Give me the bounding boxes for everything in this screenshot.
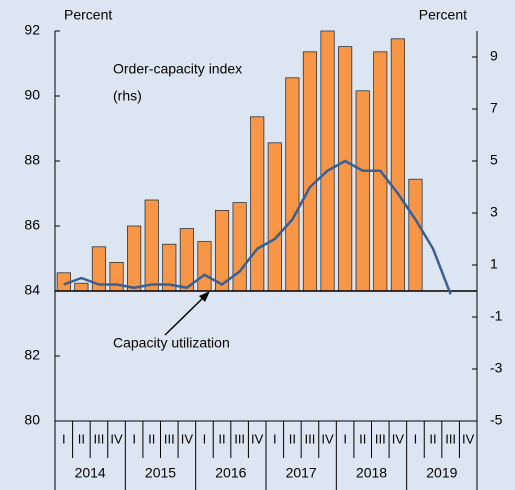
bar	[179, 228, 194, 292]
x-group-label: 2014	[75, 465, 106, 481]
y-axis-label: Percent	[64, 7, 112, 23]
y-tick-label: 80	[24, 412, 40, 428]
bar	[214, 209, 230, 292]
x-group-label: 2015	[145, 465, 176, 481]
bar	[267, 142, 282, 292]
bar	[109, 261, 124, 292]
x-tick-label: II	[78, 431, 85, 446]
x-tick-label: I	[203, 431, 207, 446]
x-tick-label: III	[375, 431, 386, 446]
x-tick-label: III	[305, 431, 316, 446]
x-tick-label: II	[148, 431, 155, 446]
bar	[197, 241, 212, 292]
bar	[338, 46, 353, 292]
x-group-label: 2016	[215, 465, 246, 481]
y-tick-label: 82	[24, 347, 40, 363]
y2-tick-label: 5	[490, 152, 498, 168]
y2-axis-label: Percent	[419, 7, 467, 23]
y2-tick-label: -5	[490, 412, 503, 428]
y2-tick-label: -1	[490, 308, 503, 324]
x-tick-label: IV	[462, 431, 475, 446]
bar	[127, 225, 142, 292]
y-tick-label: 86	[24, 217, 40, 233]
y2-tick-label: -3	[490, 360, 503, 376]
y-tick-label: 88	[24, 152, 40, 168]
x-tick-label: I	[132, 431, 136, 446]
y-tick-label: 84	[24, 282, 40, 298]
line	[63, 159, 452, 295]
x-tick-label: IV	[392, 431, 405, 446]
x-tick-label: IV	[110, 431, 123, 446]
y2-tick-label: 1	[490, 256, 498, 272]
bar	[250, 116, 265, 292]
x-tick-label: I	[273, 431, 277, 446]
bar	[232, 202, 247, 292]
bar	[355, 90, 370, 292]
x-tick-label: IV	[181, 431, 194, 446]
y2-tick-label: 3	[490, 204, 498, 220]
y-tick-label: 90	[24, 87, 40, 103]
bar	[408, 178, 423, 292]
bar	[302, 51, 318, 292]
x-group-label: 2019	[426, 465, 457, 481]
bar	[74, 282, 89, 292]
y2-tick-label: 7	[490, 100, 498, 116]
arrow-head	[199, 291, 210, 302]
y2-tick-label: 9	[490, 48, 498, 64]
x-tick-label: II	[359, 431, 366, 446]
bar	[144, 199, 159, 292]
x-group-label: 2017	[286, 465, 317, 481]
x-tick-label: I	[343, 431, 347, 446]
y-tick-label: 92	[24, 22, 40, 38]
bar	[390, 38, 405, 292]
annotation: Order-capacity index	[113, 61, 242, 77]
x-tick-label: III	[164, 431, 175, 446]
x-tick-label: IV	[321, 431, 334, 446]
x-group-label: 2018	[356, 465, 387, 481]
x-tick-label: III	[445, 431, 456, 446]
x-tick-label: II	[429, 431, 436, 446]
x-tick-label: III	[234, 431, 245, 446]
x-tick-label: III	[94, 431, 105, 446]
annotation: (rhs)	[113, 88, 142, 104]
annotation-arrow	[164, 295, 206, 336]
x-tick-label: IV	[251, 431, 264, 446]
annotation: Capacity utilization	[113, 335, 230, 351]
x-tick-label: II	[289, 431, 296, 446]
bar	[285, 77, 300, 292]
x-tick-label: II	[218, 431, 225, 446]
x-tick-label: I	[62, 431, 66, 446]
bar	[320, 30, 335, 292]
x-tick-label: I	[414, 431, 418, 446]
